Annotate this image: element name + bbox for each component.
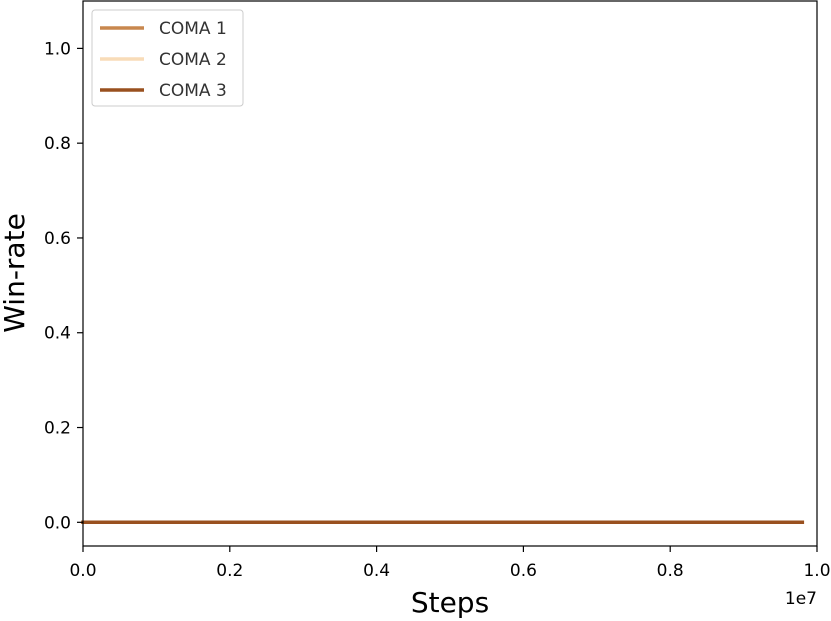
x-tick-label: 0.6 bbox=[510, 561, 537, 581]
x-axis-title: Steps bbox=[411, 586, 489, 619]
y-axis: 0.0 0.2 0.4 0.6 0.8 1.0 bbox=[44, 39, 83, 533]
plot-frame bbox=[82, 0, 818, 547]
y-axis-title: Win-rate bbox=[0, 213, 31, 333]
x-tick-label: 0.2 bbox=[216, 561, 243, 581]
x-tick-label: 1.0 bbox=[803, 561, 830, 581]
legend-label-2: COMA 2 bbox=[159, 50, 227, 70]
legend: COMA 1 COMA 2 COMA 3 bbox=[91, 9, 244, 107]
x-tick-label: 0.8 bbox=[657, 561, 684, 581]
x-axis: 0.0 0.2 0.4 0.6 0.8 1.0 bbox=[69, 546, 831, 581]
y-tick-label: 1.0 bbox=[44, 39, 71, 59]
legend-label-3: COMA 3 bbox=[159, 81, 227, 101]
y-tick-label: 0.2 bbox=[44, 419, 71, 439]
legend-box bbox=[91, 9, 244, 107]
legend-label-1: COMA 1 bbox=[159, 19, 227, 39]
y-tick-label: 0.6 bbox=[44, 229, 71, 249]
y-tick-label: 0.4 bbox=[44, 324, 71, 344]
x-tick-label: 0.0 bbox=[69, 561, 96, 581]
x-offset-label: 1e7 bbox=[785, 589, 817, 609]
x-tick-label: 0.4 bbox=[363, 561, 390, 581]
y-tick-label: 0.0 bbox=[44, 513, 71, 533]
y-tick-label: 0.8 bbox=[44, 134, 71, 154]
